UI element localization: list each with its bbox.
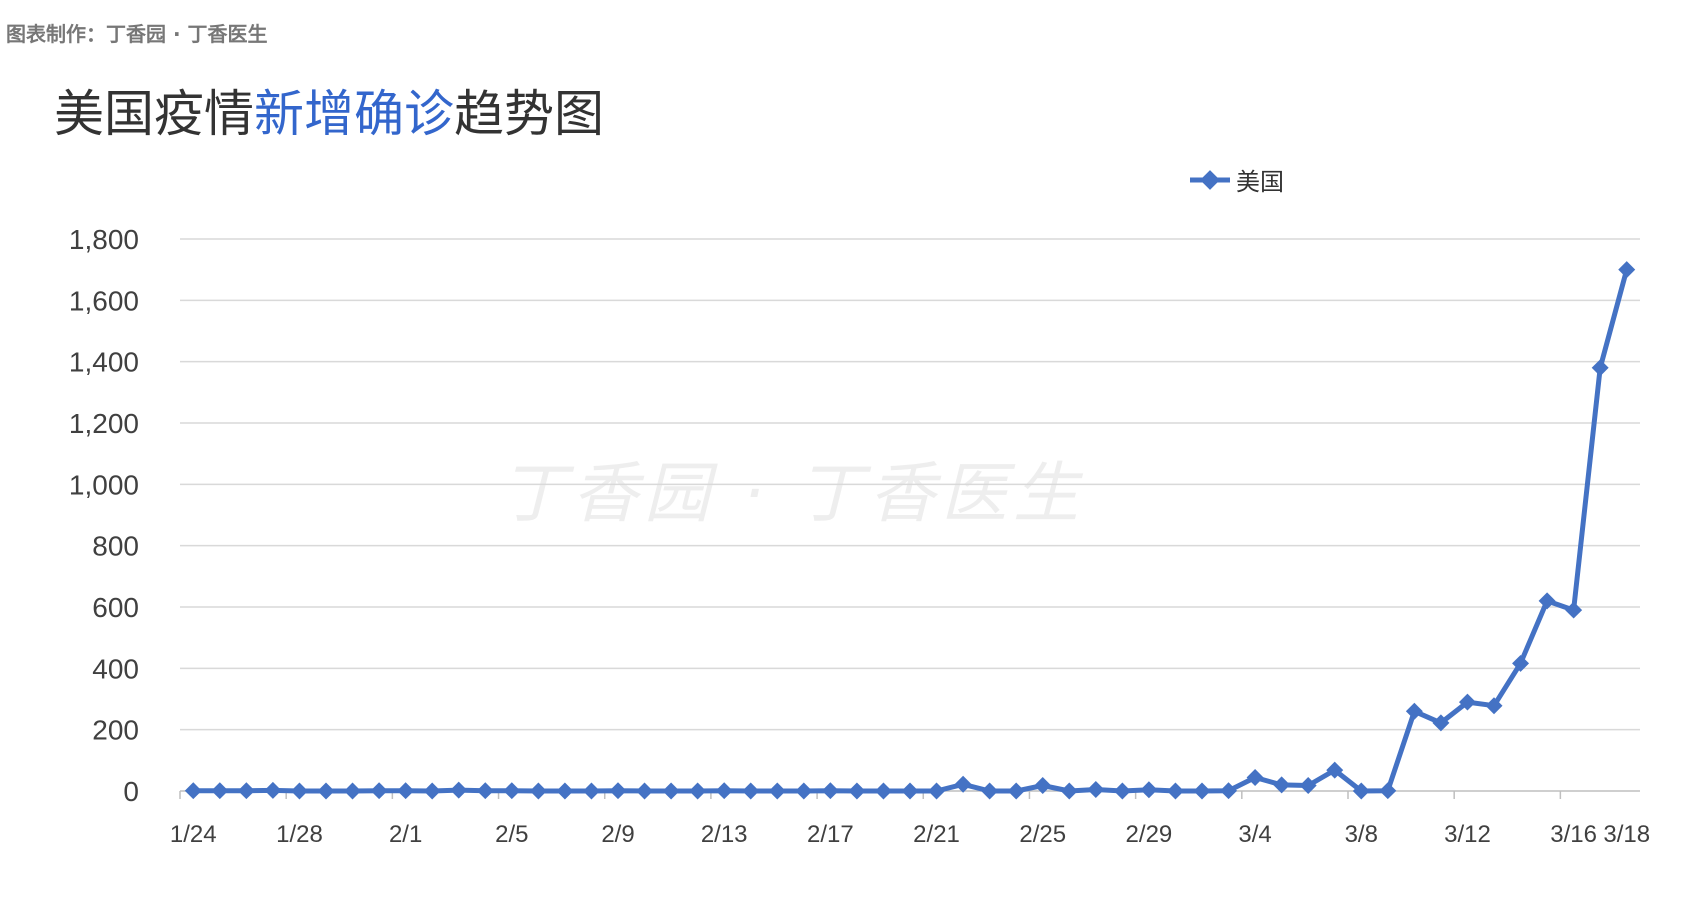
x-tick-label: 2/21 <box>913 821 960 848</box>
y-axis: 0 200 400 600 800 1,000 1,200 1,400 1,600 1,800 <box>69 224 139 807</box>
x-axis: 1/24 1/28 2/1 2/5 2/9 2/13 2/17 2/21 2/25 2/29 3/4… <box>170 790 1650 848</box>
data-point-marker <box>1512 654 1530 672</box>
data-point-marker <box>370 782 388 800</box>
data-point-marker <box>928 782 946 800</box>
title-highlight: 新增确诊 <box>254 85 454 143</box>
data-point-marker <box>1166 782 1184 800</box>
y-tick-label: 600 <box>92 592 139 623</box>
legend-series-name: 美国 <box>1236 168 1284 196</box>
data-point-marker <box>1140 781 1158 799</box>
data-point-marker <box>450 781 468 799</box>
data-point-marker <box>476 782 494 800</box>
legend: 美国 <box>1188 162 1284 197</box>
data-point-marker <box>264 781 282 799</box>
data-point-marker <box>582 782 600 800</box>
data-point-marker <box>1060 782 1078 800</box>
x-tick-label: 3/12 <box>1444 821 1491 848</box>
data-point-marker <box>529 782 547 800</box>
data-point-marker <box>1326 761 1344 779</box>
data-point-marker <box>1193 782 1211 800</box>
data-point-marker <box>742 782 760 800</box>
watermark: 丁香园 · 丁香医生 <box>500 455 1085 532</box>
data-point-marker <box>1432 714 1450 732</box>
x-tick-label: 1/28 <box>276 821 323 848</box>
data-point-marker <box>423 782 441 800</box>
data-point-marker <box>1087 780 1105 798</box>
data-point-marker <box>1379 782 1397 800</box>
data-point-marker <box>954 775 972 793</box>
title-part-1: 美国疫情 <box>54 85 254 143</box>
y-tick-label: 1,600 <box>69 285 139 316</box>
chart-grid <box>180 238 1640 731</box>
chart-title: 美国疫情新增确诊趋势图 <box>54 84 604 144</box>
y-tick-label: 1,800 <box>69 224 139 255</box>
data-point-marker <box>1246 769 1264 786</box>
data-point-marker <box>237 782 255 800</box>
x-tick-label: 2/5 <box>495 821 528 848</box>
y-tick-label: 1,400 <box>69 347 139 378</box>
data-point-marker <box>290 782 308 800</box>
y-tick-label: 400 <box>92 653 139 684</box>
data-point-marker <box>795 782 813 800</box>
data-point-marker <box>184 782 202 800</box>
data-point-marker <box>1113 782 1131 800</box>
data-point-marker <box>874 782 892 800</box>
data-point-marker <box>1220 782 1238 800</box>
legend-line-marker-icon <box>1190 169 1230 190</box>
data-point-marker <box>689 782 707 800</box>
data-point-marker <box>1007 782 1025 800</box>
series-us <box>184 261 1636 800</box>
x-tick-label: 1/24 <box>170 821 217 848</box>
data-point-marker <box>848 782 866 800</box>
title-part-3: 趋势图 <box>454 85 604 143</box>
y-tick-label: 1,200 <box>69 408 139 439</box>
data-point-marker <box>397 782 415 800</box>
data-point-marker <box>609 782 627 800</box>
data-point-marker <box>1299 776 1317 794</box>
data-point-marker <box>1273 776 1291 794</box>
y-tick-label: 800 <box>92 531 139 562</box>
data-point-marker <box>211 782 229 800</box>
data-point-marker <box>344 782 362 800</box>
x-tick-label: 2/17 <box>807 821 854 848</box>
x-tick-label: 2/25 <box>1019 821 1066 848</box>
chart-credit: 图表制作：丁香园 · 丁香医生 <box>6 22 268 46</box>
data-point-marker <box>768 782 786 800</box>
data-point-marker <box>1405 702 1423 720</box>
x-tick-label: 3/18 <box>1603 821 1650 848</box>
y-tick-label: 200 <box>92 715 139 746</box>
x-tick-label: 2/29 <box>1126 821 1173 848</box>
data-point-marker <box>556 782 574 800</box>
data-point-marker <box>1485 697 1503 715</box>
y-tick-label: 0 <box>123 776 139 807</box>
data-point-marker <box>715 782 733 800</box>
data-point-marker <box>1352 782 1370 800</box>
data-point-marker <box>503 782 521 800</box>
x-tick-label: 3/16 <box>1550 821 1597 848</box>
data-point-marker <box>1565 601 1583 619</box>
x-tick-label: 3/8 <box>1345 821 1378 848</box>
data-point-marker <box>1458 693 1476 711</box>
data-point-marker <box>636 782 654 800</box>
data-point-marker <box>1034 776 1052 794</box>
data-point-marker <box>981 782 999 800</box>
data-point-marker <box>821 782 839 800</box>
data-point-marker <box>662 782 680 800</box>
x-tick-label: 2/1 <box>389 821 422 848</box>
x-tick-label: 3/4 <box>1238 821 1271 848</box>
data-point-marker <box>317 782 335 800</box>
y-tick-label: 1,000 <box>69 469 139 500</box>
data-point-marker <box>901 782 919 800</box>
data-point-marker <box>1618 261 1636 279</box>
data-point-marker <box>1538 592 1556 610</box>
x-tick-label: 2/9 <box>601 821 634 848</box>
x-tick-label: 2/13 <box>701 821 748 848</box>
